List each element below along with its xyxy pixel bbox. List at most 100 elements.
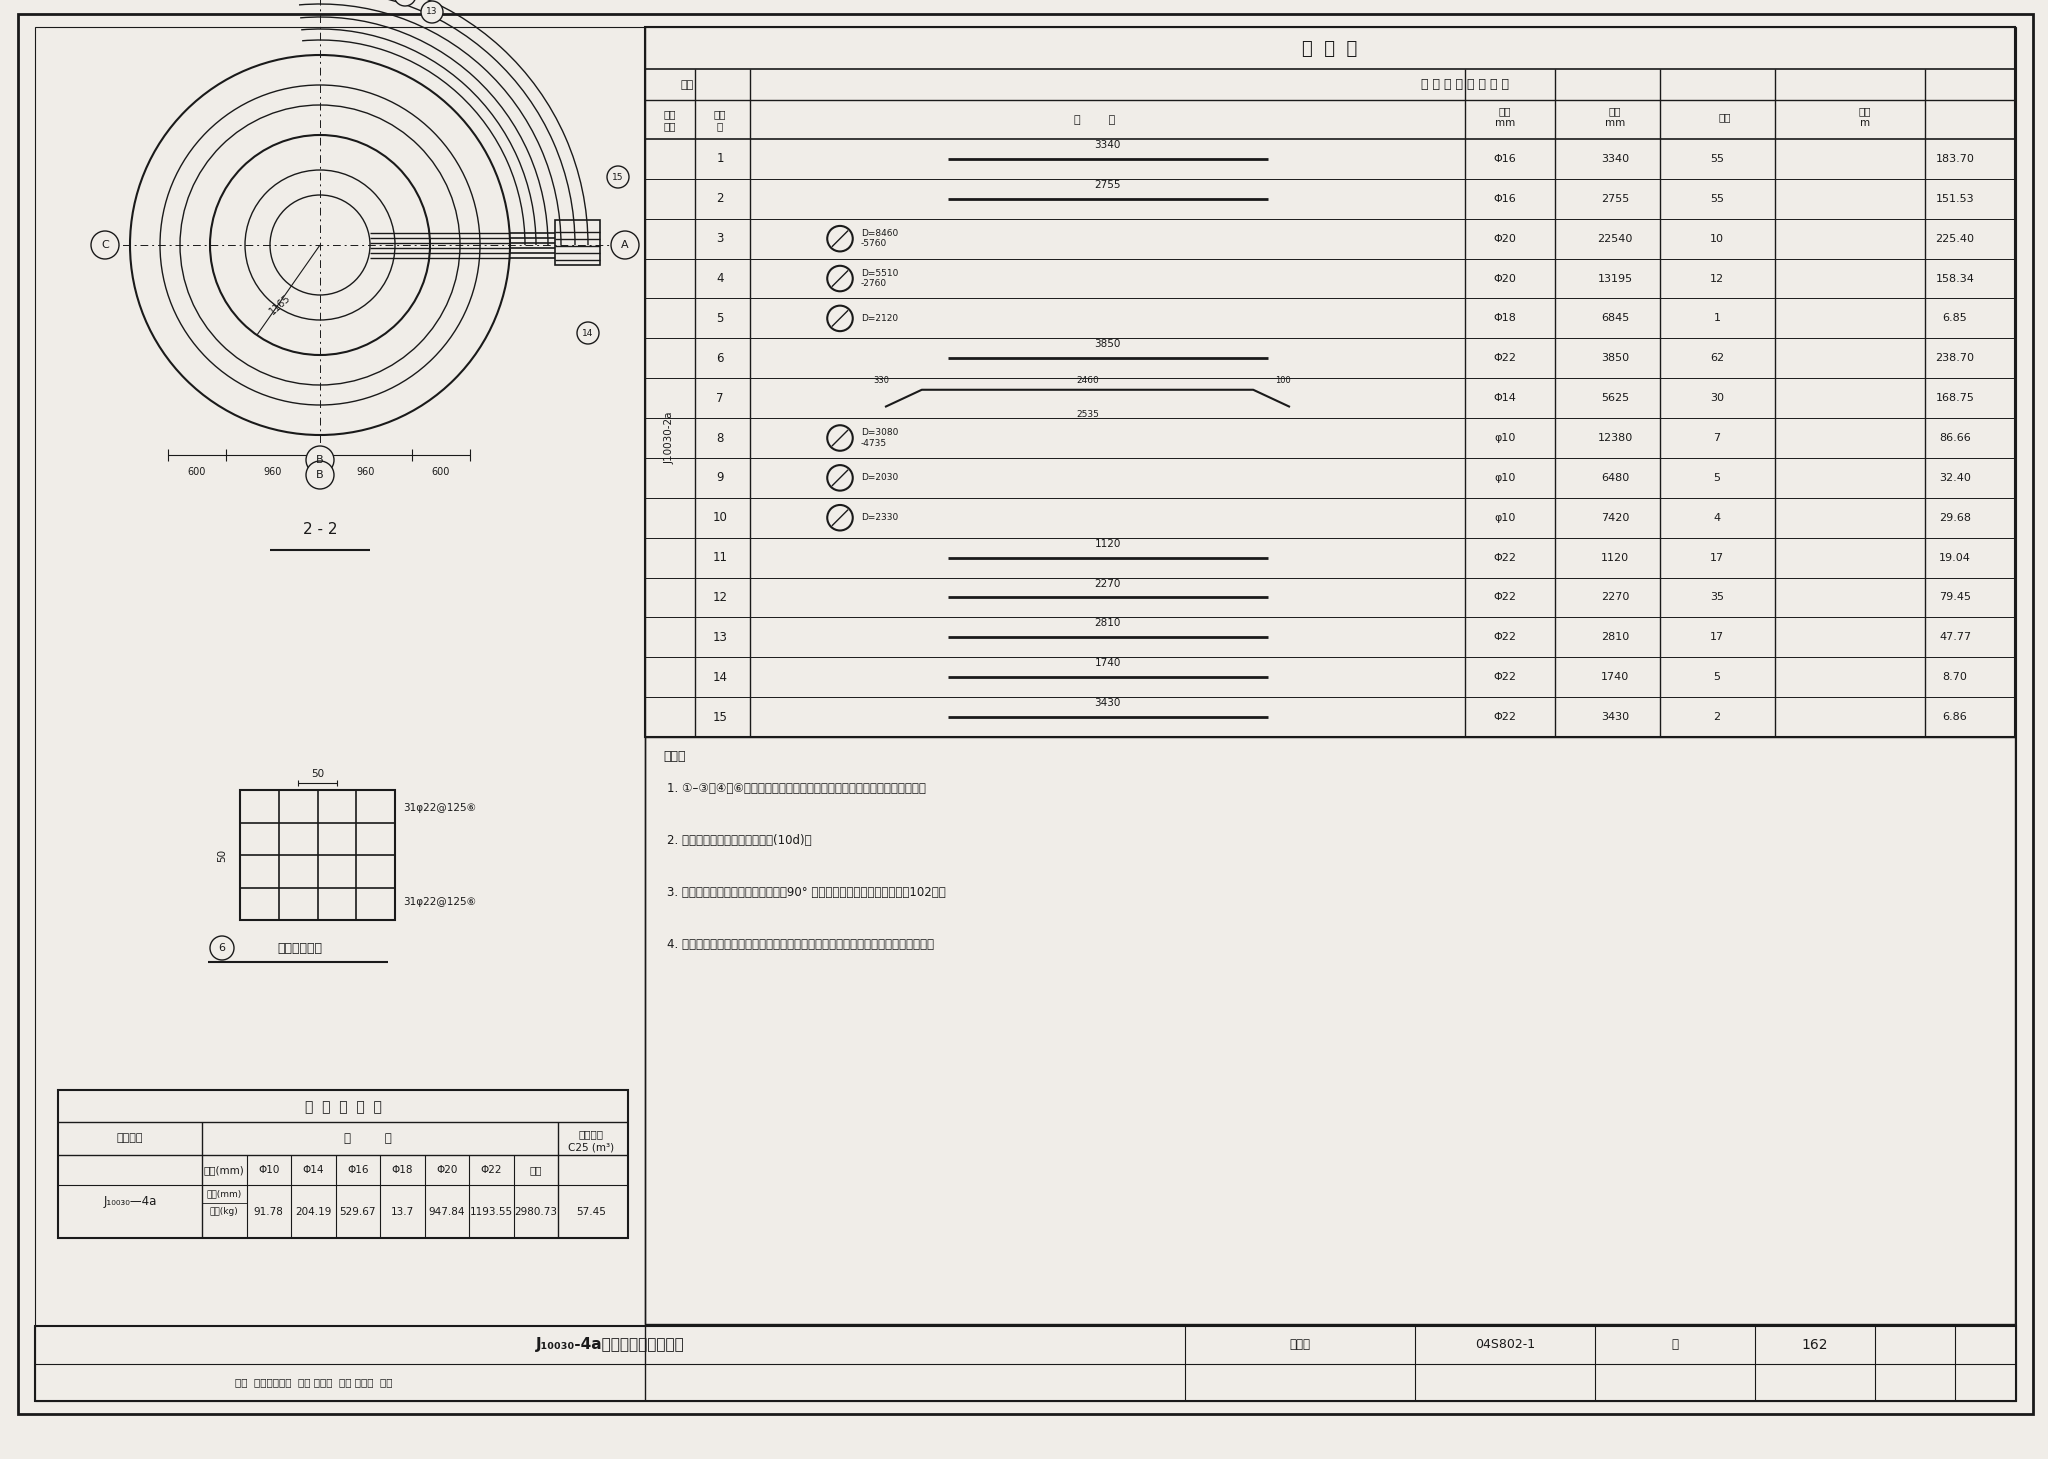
Text: 2460: 2460 xyxy=(1075,376,1100,385)
Text: 529.67: 529.67 xyxy=(340,1207,377,1217)
Text: 4: 4 xyxy=(717,271,723,285)
Text: 直径
mm: 直径 mm xyxy=(1495,107,1516,128)
Bar xyxy=(35,1326,2015,1401)
Text: 47.77: 47.77 xyxy=(1939,632,1970,642)
Text: 图集号: 图集号 xyxy=(1290,1338,1311,1351)
Text: D=2120: D=2120 xyxy=(860,314,897,322)
Text: Φ16: Φ16 xyxy=(346,1164,369,1174)
Text: 183.70: 183.70 xyxy=(1935,155,1974,163)
Text: 3430: 3430 xyxy=(1094,697,1120,708)
Text: 50: 50 xyxy=(311,769,324,779)
Text: 6: 6 xyxy=(717,352,723,365)
Text: D=3080: D=3080 xyxy=(860,429,899,438)
Text: 5: 5 xyxy=(1714,473,1720,483)
Text: 11: 11 xyxy=(713,552,727,565)
Text: Φ22: Φ22 xyxy=(1493,632,1516,642)
Text: φ10: φ10 xyxy=(1495,473,1516,483)
Text: 1193.55: 1193.55 xyxy=(469,1207,512,1217)
Text: 3340: 3340 xyxy=(1094,140,1120,150)
Text: 3. 水管伸入基础于杯口内壁下面设置90° 弯管支垖及基础预留的加固读见102页。: 3. 水管伸入基础于杯口内壁下面设置90° 弯管支垖及基础预留的加固读见102页… xyxy=(668,887,946,900)
Text: Φ10: Φ10 xyxy=(258,1164,279,1174)
Text: Φ22: Φ22 xyxy=(1493,712,1516,722)
Text: 1120: 1120 xyxy=(1094,538,1120,549)
Text: 15: 15 xyxy=(713,711,727,724)
Text: 50: 50 xyxy=(217,849,227,862)
Text: 重量(kg): 重量(kg) xyxy=(209,1208,240,1217)
Text: 长度
mm: 长度 mm xyxy=(1606,107,1626,128)
Text: 04S802-1: 04S802-1 xyxy=(1475,1338,1536,1351)
Text: C25 (m³): C25 (m³) xyxy=(567,1142,614,1153)
Text: 22540: 22540 xyxy=(1597,233,1632,244)
Text: 5: 5 xyxy=(717,312,723,325)
Circle shape xyxy=(305,461,334,489)
Text: 15: 15 xyxy=(612,172,625,181)
Circle shape xyxy=(606,166,629,188)
Circle shape xyxy=(422,1,442,23)
Text: 79.45: 79.45 xyxy=(1939,592,1970,603)
Text: 8.70: 8.70 xyxy=(1944,673,1968,683)
Text: 960: 960 xyxy=(356,467,375,477)
Text: Φ20: Φ20 xyxy=(436,1164,457,1174)
Text: 7: 7 xyxy=(717,391,723,404)
Text: 17: 17 xyxy=(1710,553,1724,563)
Text: 构件: 构件 xyxy=(680,80,694,90)
Text: 31φ22@125⑥: 31φ22@125⑥ xyxy=(403,897,475,907)
Text: 2270: 2270 xyxy=(1094,579,1120,588)
Text: 10: 10 xyxy=(713,511,727,524)
Text: φ10: φ10 xyxy=(1495,512,1516,522)
Text: φ10: φ10 xyxy=(1495,433,1516,444)
Text: Φ22: Φ22 xyxy=(1493,353,1516,363)
Text: 4. 基础开挖后，应对地质仔细进行检槽，确认符合设计要求后即施工处理层和基础。: 4. 基础开挖后，应对地质仔细进行检槽，确认符合设计要求后即施工处理层和基础。 xyxy=(668,938,934,951)
Text: 鑉  筋  表: 鑉 筋 表 xyxy=(1303,39,1358,58)
Text: Φ18: Φ18 xyxy=(391,1164,414,1174)
Text: 直径(mm): 直径(mm) xyxy=(205,1164,244,1174)
Text: 14: 14 xyxy=(582,328,594,337)
Text: 说明：: 说明： xyxy=(664,750,686,763)
Text: 91.78: 91.78 xyxy=(254,1207,285,1217)
Text: 2: 2 xyxy=(1714,712,1720,722)
Text: 2270: 2270 xyxy=(1602,592,1630,603)
Text: 168.75: 168.75 xyxy=(1935,392,1974,403)
Circle shape xyxy=(578,322,598,344)
Bar xyxy=(240,789,395,921)
Text: Φ22: Φ22 xyxy=(1493,553,1516,563)
Text: 62: 62 xyxy=(1710,353,1724,363)
Text: 1120: 1120 xyxy=(1602,553,1628,563)
Text: 2: 2 xyxy=(717,193,723,206)
Text: 一 个 构 件 的 鑉 筋 表: 一 个 构 件 的 鑉 筋 表 xyxy=(1421,79,1509,92)
Text: 32.40: 32.40 xyxy=(1939,473,1970,483)
Text: 13.7: 13.7 xyxy=(391,1207,414,1217)
Text: 86.66: 86.66 xyxy=(1939,433,1970,444)
Text: 17: 17 xyxy=(1710,632,1724,642)
Text: 式        样: 式 样 xyxy=(1075,115,1116,125)
Text: Φ22: Φ22 xyxy=(1493,673,1516,683)
Text: 600: 600 xyxy=(188,467,207,477)
Text: 7: 7 xyxy=(1714,433,1720,444)
Text: 29.68: 29.68 xyxy=(1939,512,1970,522)
Text: 3: 3 xyxy=(717,232,723,245)
Text: 6.86: 6.86 xyxy=(1944,712,1968,722)
Text: 1: 1 xyxy=(717,152,723,165)
Text: 100: 100 xyxy=(1276,376,1290,385)
Text: 7420: 7420 xyxy=(1602,512,1630,522)
Text: 57.45: 57.45 xyxy=(575,1207,606,1217)
Text: 8: 8 xyxy=(717,432,723,445)
Text: Φ18: Φ18 xyxy=(1493,314,1516,324)
Text: D=2330: D=2330 xyxy=(860,514,897,522)
Bar xyxy=(555,220,600,266)
Text: 2810: 2810 xyxy=(1602,632,1628,642)
Text: 名称
个数: 名称 个数 xyxy=(664,109,676,131)
Text: 151.53: 151.53 xyxy=(1935,194,1974,204)
Text: 225.40: 225.40 xyxy=(1935,233,1974,244)
Text: 材  料  用  量  表: 材 料 用 量 表 xyxy=(305,1100,381,1115)
Circle shape xyxy=(610,231,639,260)
Text: Φ22: Φ22 xyxy=(1493,592,1516,603)
Text: 筋编
号: 筋编 号 xyxy=(715,109,727,131)
Text: J10030-2a: J10030-2a xyxy=(666,411,676,464)
Text: 238.70: 238.70 xyxy=(1935,353,1974,363)
Text: -2760: -2760 xyxy=(860,279,887,287)
Circle shape xyxy=(393,0,416,6)
Text: Φ20: Φ20 xyxy=(1493,233,1516,244)
Text: 2980.73: 2980.73 xyxy=(514,1207,557,1217)
Text: 1: 1 xyxy=(1714,314,1720,324)
